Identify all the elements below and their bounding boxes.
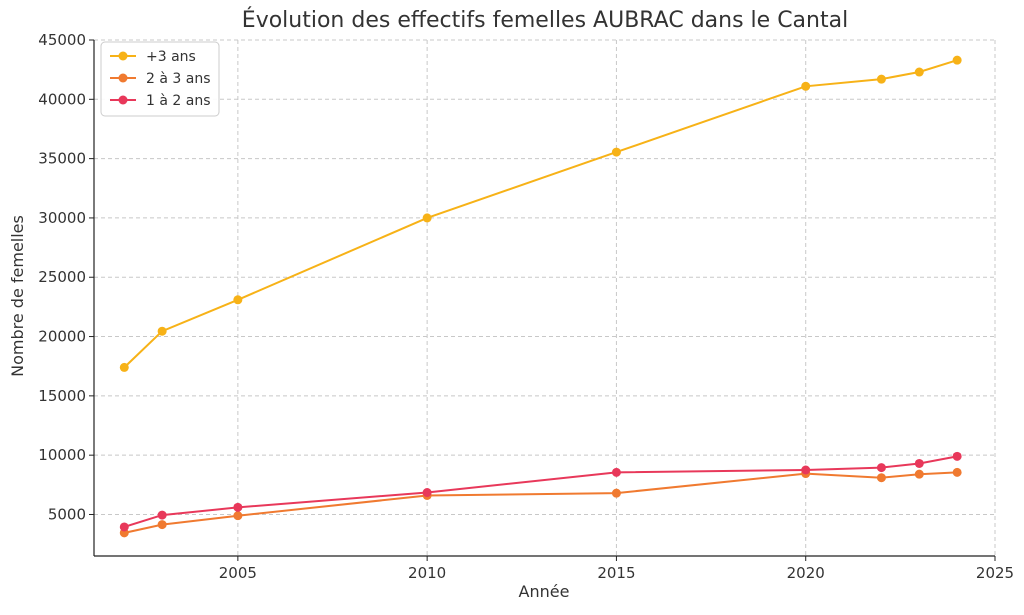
data-point [611, 488, 621, 498]
data-point [119, 522, 129, 532]
data-point [914, 458, 924, 468]
legend-marker [118, 73, 128, 83]
chart-title: Évolution des effectifs femelles AUBRAC … [242, 7, 848, 33]
y-tick-label: 10000 [38, 446, 86, 464]
x-tick-label: 2025 [976, 564, 1014, 582]
legend-label: +3 ans [146, 49, 196, 65]
grid [94, 39, 996, 556]
data-point [876, 74, 886, 84]
y-tick-label: 15000 [38, 387, 86, 405]
y-axis-title: Nombre de femelles [8, 215, 27, 377]
data-point [952, 451, 962, 461]
legend-label: 1 à 2 ans [146, 93, 211, 109]
y-tick-label: 20000 [38, 328, 86, 346]
legend-label: 2 à 3 ans [146, 71, 211, 87]
data-point [157, 326, 167, 336]
y-tick-label: 45000 [38, 31, 86, 49]
axes [93, 40, 995, 557]
series-line-1 [124, 471, 958, 534]
y-tick-label: 30000 [38, 209, 86, 227]
data-point [233, 502, 243, 512]
legend-marker [118, 95, 128, 105]
data-point [952, 467, 962, 477]
data-point [157, 510, 167, 520]
data-point [876, 463, 886, 473]
x-tick-label: 2010 [408, 564, 446, 582]
data-point [914, 67, 924, 77]
x-tick-label: 2020 [787, 564, 825, 582]
data-point [801, 465, 811, 475]
y-tick-label: 35000 [38, 150, 86, 168]
legend: +3 ans 2 à 3 ans 1 à 2 ans [100, 41, 220, 117]
y-tick-label: 5000 [48, 505, 86, 523]
data-point [801, 81, 811, 91]
data-point [952, 55, 962, 65]
x-axis-title: Année [519, 582, 570, 601]
series-line-0 [123, 59, 958, 369]
data-point [422, 213, 432, 223]
legend-marker [118, 51, 128, 61]
data-point [611, 147, 621, 157]
data-point [157, 520, 167, 530]
data-point [233, 295, 243, 305]
x-tick-labels: 2005 2010 2015 2020 2025 [219, 556, 1014, 582]
y-tick-labels: 5000 10000 15000 20000 25000 30000 35000 40000 4… [38, 31, 94, 523]
x-tick-label: 2005 [219, 564, 257, 582]
data-point [611, 467, 621, 477]
data-point [876, 473, 886, 483]
x-tick-label: 2015 [597, 564, 635, 582]
series-line-2 [124, 455, 958, 528]
data-point [422, 488, 432, 498]
data-point [233, 511, 243, 521]
legend-box [100, 41, 220, 117]
y-tick-label: 25000 [38, 268, 86, 286]
data-point [119, 362, 129, 372]
y-tick-label: 40000 [38, 90, 86, 108]
series-group [119, 55, 962, 538]
data-point [914, 469, 924, 479]
